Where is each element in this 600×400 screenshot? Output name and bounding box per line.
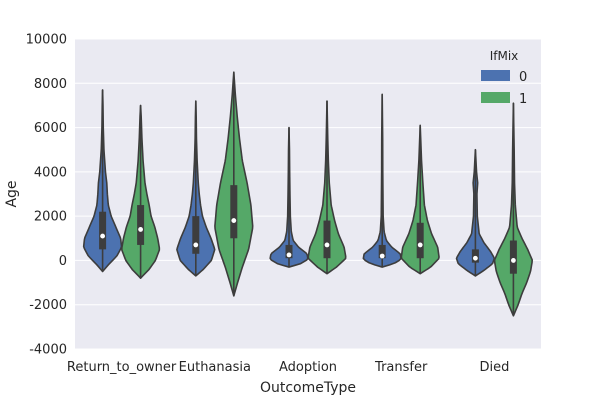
violins xyxy=(82,71,534,317)
y-tick-label: -4000 xyxy=(29,343,67,358)
legend-title: IfMix xyxy=(490,49,519,63)
x-tick-label: Euthanasia xyxy=(179,360,251,375)
y-axis-ticks: -4000 -2000 0 2000 4000 6000 8000 10000 xyxy=(26,33,67,358)
violin-1-Return_to_owner xyxy=(121,104,161,279)
violin-median xyxy=(511,258,516,263)
violin-median xyxy=(100,233,105,239)
x-tick-label: Return_to_owner xyxy=(67,360,177,375)
violin-1-Transfer xyxy=(400,124,440,275)
violin-0-Transfer xyxy=(362,93,402,268)
violin-median xyxy=(231,218,237,223)
violin-iqr-box xyxy=(378,244,386,259)
violin-iqr-box xyxy=(323,220,331,259)
violin-iqr-box xyxy=(192,216,200,254)
violin-0-Adoption xyxy=(269,126,309,268)
legend-swatch-1 xyxy=(481,92,510,103)
violin-1-Adoption xyxy=(307,100,347,275)
legend-label-0: 0 xyxy=(519,70,527,85)
violin-median xyxy=(379,253,385,259)
violin-1-Died xyxy=(493,102,534,317)
y-tick-label: 4000 xyxy=(34,165,67,180)
y-tick-label: 0 xyxy=(59,254,67,269)
violin-iqr-box xyxy=(509,240,517,274)
violin-iqr-box xyxy=(137,205,145,245)
violin-median xyxy=(324,242,330,248)
x-axis-label: OutcomeType xyxy=(260,380,356,396)
violin-iqr-box xyxy=(416,222,424,259)
violin-0-Died xyxy=(455,148,496,277)
x-axis-ticks: Return_to_owner Euthanasia Adoption Transfe… xyxy=(67,360,509,375)
violin-iqr-box xyxy=(230,185,238,239)
y-tick-label: 2000 xyxy=(34,210,67,225)
legend: IfMix 0 1 xyxy=(481,49,527,107)
y-tick-label: 8000 xyxy=(34,77,67,92)
legend-label-1: 1 xyxy=(519,92,527,107)
violin-median xyxy=(286,252,292,258)
violin-0-Return_to_owner xyxy=(82,89,123,273)
violin-0-Euthanasia xyxy=(176,100,216,277)
x-tick-label: Died xyxy=(479,360,509,375)
violin-iqr-box xyxy=(99,211,107,250)
y-tick-label: 10000 xyxy=(26,33,67,48)
violin-median xyxy=(138,227,144,232)
violin-median xyxy=(193,242,199,248)
violin-median xyxy=(417,242,423,248)
violin-median xyxy=(473,255,478,261)
violin-iqr-box xyxy=(285,244,293,259)
violin-1-Euthanasia xyxy=(214,71,254,297)
y-tick-label: 6000 xyxy=(34,121,67,136)
x-tick-label: Transfer xyxy=(374,360,428,375)
x-tick-label: Adoption xyxy=(279,360,337,375)
legend-swatch-0 xyxy=(481,70,510,81)
y-axis-label: Age xyxy=(4,180,20,207)
plot-area xyxy=(75,39,541,349)
y-tick-label: -2000 xyxy=(29,298,67,313)
